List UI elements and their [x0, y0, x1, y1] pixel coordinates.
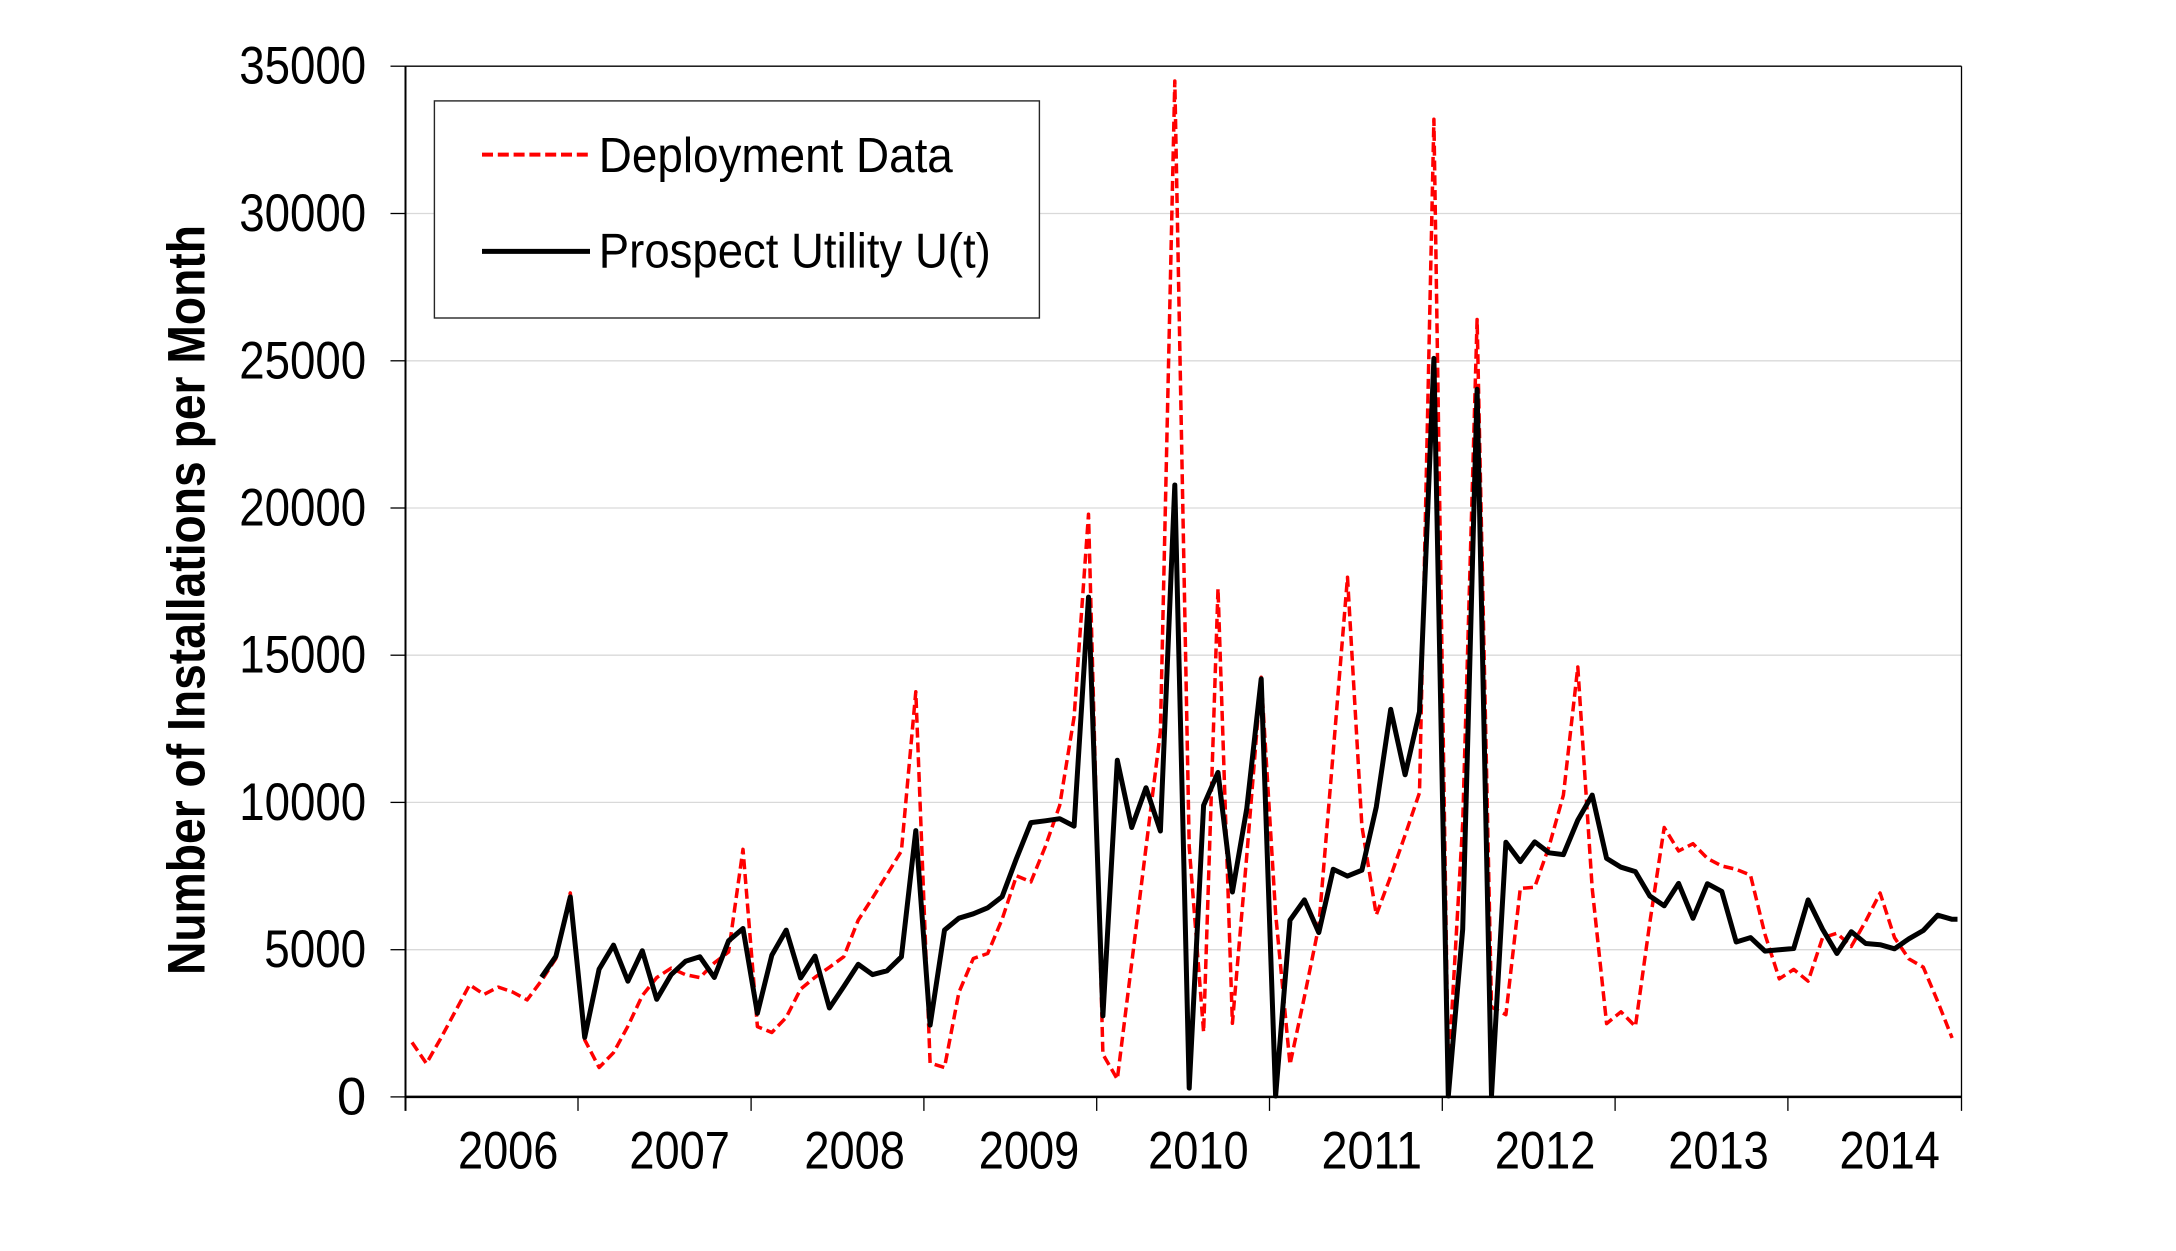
svg-text:Deployment Data: Deployment Data	[599, 128, 953, 183]
svg-text:2010: 2010	[1148, 1122, 1249, 1181]
svg-text:30000: 30000	[239, 184, 366, 243]
svg-text:Number of Installations per Mo: Number of Installations per Month	[157, 225, 216, 975]
svg-text:5000: 5000	[264, 920, 366, 979]
svg-text:2012: 2012	[1495, 1122, 1596, 1181]
svg-text:Prospect Utility U(t): Prospect Utility U(t)	[599, 224, 991, 279]
svg-text:10000: 10000	[239, 773, 366, 832]
svg-text:35000: 35000	[239, 37, 366, 96]
svg-text:2006: 2006	[458, 1122, 559, 1181]
svg-text:2013: 2013	[1668, 1122, 1769, 1181]
svg-text:2009: 2009	[979, 1122, 1080, 1181]
svg-text:2014: 2014	[1839, 1122, 1940, 1181]
svg-text:25000: 25000	[239, 331, 366, 390]
svg-text:2011: 2011	[1322, 1122, 1423, 1181]
svg-text:20000: 20000	[239, 479, 366, 538]
svg-text:0: 0	[337, 1067, 366, 1126]
svg-text:2008: 2008	[804, 1122, 905, 1181]
svg-text:2007: 2007	[629, 1122, 730, 1181]
svg-text:15000: 15000	[239, 626, 366, 685]
